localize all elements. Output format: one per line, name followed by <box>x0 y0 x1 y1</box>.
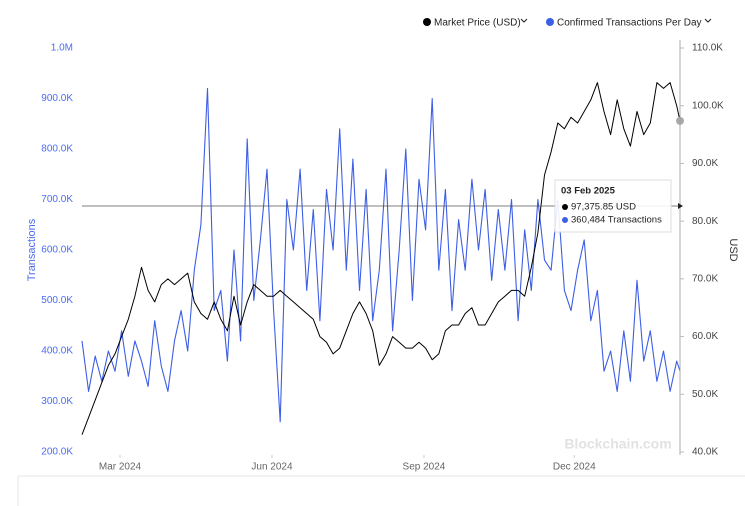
y2-axis-title: USD <box>727 238 739 261</box>
y-tick-label: 1.0M <box>51 43 73 54</box>
y-tick-label: 600.0K <box>41 245 73 256</box>
legend-chevron[interactable] <box>520 18 528 23</box>
y2-tick-label: 70.0K <box>692 273 718 284</box>
y-tick-label: 700.0K <box>41 194 73 205</box>
legend: Market Price (USD) Confirmed Transaction… <box>423 18 712 29</box>
tooltip-dot <box>562 204 568 210</box>
y2-tick-label: 50.0K <box>692 389 718 400</box>
y-axis-title: Transactions <box>26 218 38 281</box>
y2-tick-label: 110.0K <box>692 43 723 54</box>
legend-label[interactable]: Confirmed Transactions Per Day <box>557 18 702 29</box>
y2-tick-label: 80.0K <box>692 216 718 227</box>
series-line <box>81 87 681 423</box>
x-tick-label: Dec 2024 <box>553 462 596 473</box>
tooltip-date: 03 Feb 2025 <box>561 186 616 197</box>
y2-tick-label: 40.0K <box>692 447 718 458</box>
y-tick-label: 400.0K <box>41 346 73 357</box>
series-line <box>81 82 681 435</box>
x-tick-label: Sep 2024 <box>403 462 446 473</box>
x-tick-label: Mar 2024 <box>99 462 142 473</box>
y-tick-label: 800.0K <box>41 144 73 155</box>
legend-swatch <box>546 18 554 26</box>
watermark: Blockchain.com <box>564 436 671 452</box>
y-tick-label: 200.0K <box>41 447 73 458</box>
plot <box>81 82 684 435</box>
tooltip-price: 97,375.85 USD <box>571 202 636 213</box>
tooltip-dot <box>562 217 568 223</box>
y-tick-label: 300.0K <box>41 396 73 407</box>
tooltip-transactions: 360,484 Transactions <box>571 215 662 226</box>
tooltip-box <box>554 179 672 233</box>
y-tick-label: 500.0K <box>41 295 73 306</box>
x-tick-label: Jun 2024 <box>251 462 293 473</box>
legend-chevron[interactable] <box>704 18 712 23</box>
y2-tick-label: 60.0K <box>692 331 718 342</box>
legend-swatch <box>423 18 431 26</box>
tooltip: 03 Feb 2025 97,375.85 USD 360,484 Transa… <box>554 179 672 233</box>
y2-tick-label: 90.0K <box>692 158 718 169</box>
crosshair-marker <box>678 203 683 209</box>
y2-tick-label: 100.0K <box>692 100 724 111</box>
legend-label[interactable]: Market Price (USD) <box>434 18 521 29</box>
y-tick-label: 900.0K <box>41 93 73 104</box>
